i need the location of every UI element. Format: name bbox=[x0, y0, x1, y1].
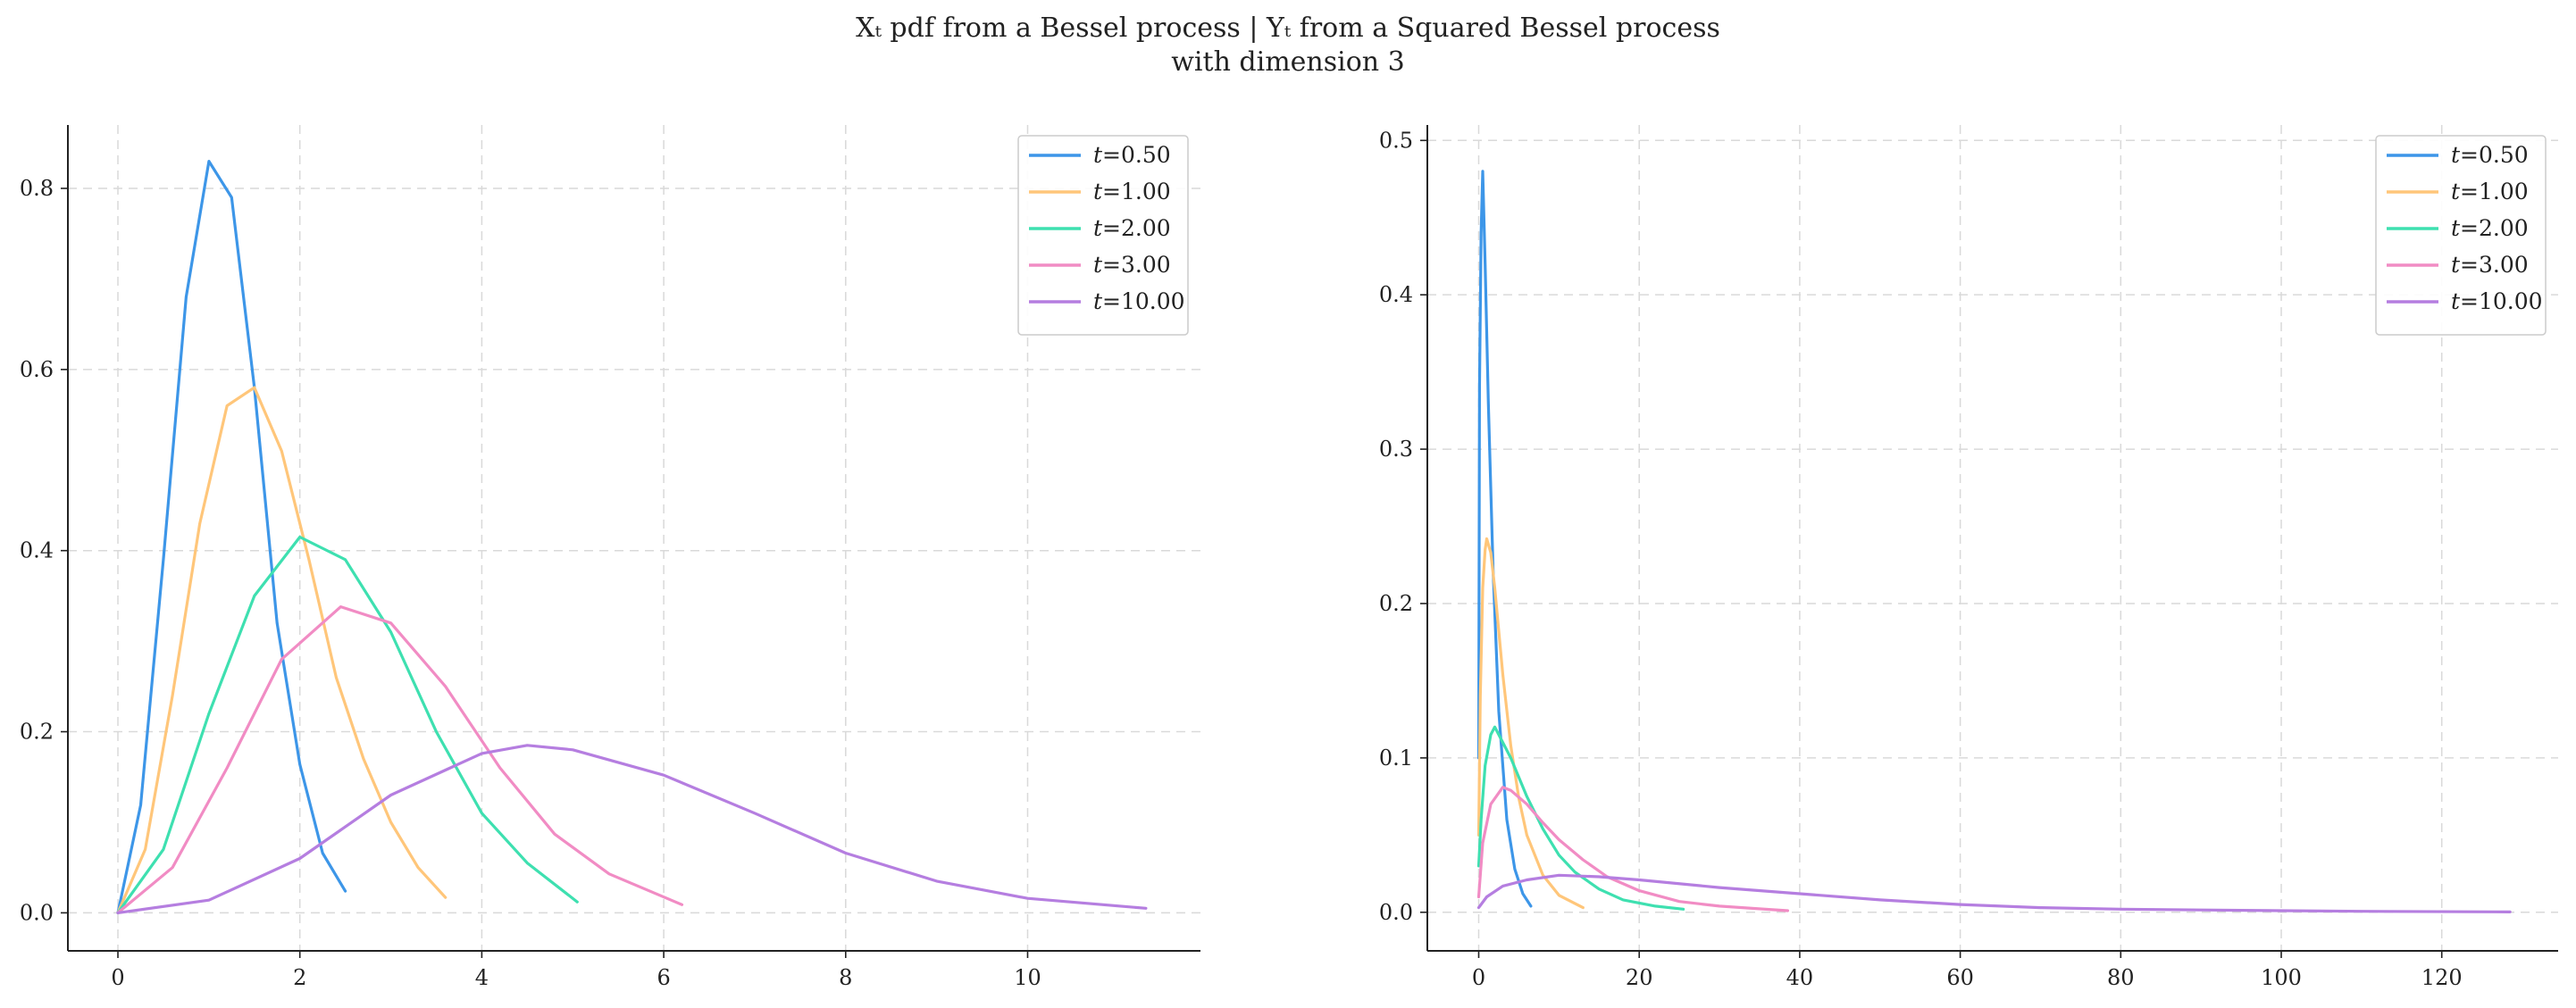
y-tick-label: 0.4 bbox=[1379, 282, 1413, 307]
x-tick-label: 100 bbox=[2261, 965, 2302, 990]
series-line-1 bbox=[116, 160, 347, 914]
x-tick-label: 80 bbox=[2107, 965, 2135, 990]
y-tick-label: 0.1 bbox=[1379, 746, 1413, 771]
y-tick-label: 0.5 bbox=[1379, 128, 1413, 153]
legend-label-2: t=1.00 bbox=[1093, 179, 1171, 204]
legend-label-2: t=1.00 bbox=[2451, 179, 2529, 204]
y-tick-label: 0.2 bbox=[1379, 591, 1413, 616]
x-tick-label: 0 bbox=[1472, 965, 1485, 990]
y-tick-label: 0.0 bbox=[20, 900, 54, 925]
chart-panel-2: 0 20 40 60 80 100 120 0.0 0.1 0.2 0.3 0.4 0.5 t=0.50 t… bbox=[1379, 125, 2558, 990]
series-line-4 bbox=[1476, 786, 1789, 912]
legend-label-5: t=10.00 bbox=[1093, 288, 1185, 314]
x-tick-label: 60 bbox=[1946, 965, 1974, 990]
legend-label-3: t=2.00 bbox=[1093, 215, 1171, 241]
y-tick-label: 0.6 bbox=[20, 357, 54, 382]
y-tick-label: 0.0 bbox=[1379, 900, 1413, 925]
series-line-3 bbox=[116, 535, 579, 914]
chart-panel-1: 0 2 4 6 8 10 0.0 0.2 0.4 0.6 0.8 t=0.50 t=1.00 t=2.00… bbox=[20, 125, 1200, 990]
legend-label-5: t=10.00 bbox=[2451, 288, 2543, 314]
x-tick-label: 8 bbox=[839, 965, 852, 990]
legend-label-4: t=3.00 bbox=[1093, 252, 1171, 278]
legend-label-4: t=3.00 bbox=[2451, 252, 2529, 278]
series-line-4 bbox=[116, 605, 684, 914]
y-tick-label: 0.4 bbox=[20, 538, 54, 563]
x-tick-label: 0 bbox=[111, 965, 124, 990]
x-tick-label: 10 bbox=[1014, 965, 1041, 990]
legend-box bbox=[1017, 135, 1189, 336]
legend-label-1: t=0.50 bbox=[1093, 142, 1171, 168]
y-tick-label: 0.2 bbox=[20, 720, 54, 745]
legend-label-1: t=0.50 bbox=[2451, 142, 2529, 168]
series-line-1 bbox=[1476, 170, 1533, 908]
x-tick-label: 40 bbox=[1786, 965, 1814, 990]
x-tick-label: 6 bbox=[657, 965, 670, 990]
x-tick-label: 2 bbox=[293, 965, 306, 990]
figure-title-line-1: Xₜ pdf from a Bessel process | Yₜ from a… bbox=[856, 12, 1720, 44]
legend-label-3: t=2.00 bbox=[2451, 215, 2529, 241]
legend-box bbox=[2375, 135, 2547, 336]
figure-title-line-2: with dimension 3 bbox=[1171, 46, 1405, 78]
series-line-3 bbox=[1476, 725, 1685, 911]
x-tick-label: 4 bbox=[475, 965, 489, 990]
x-tick-label: 120 bbox=[2421, 965, 2463, 990]
series-line-5 bbox=[1476, 873, 2512, 913]
y-tick-label: 0.3 bbox=[1379, 437, 1413, 462]
series-line-5 bbox=[116, 744, 1148, 914]
x-tick-label: 20 bbox=[1626, 965, 1653, 990]
series-line-2 bbox=[116, 386, 447, 914]
y-tick-label: 0.8 bbox=[20, 176, 54, 201]
series-line-2 bbox=[1476, 537, 1585, 910]
